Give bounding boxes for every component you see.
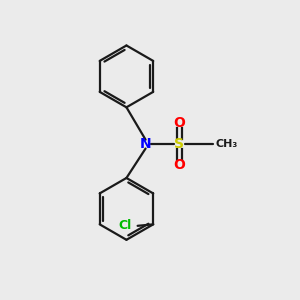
Text: N: N (140, 137, 152, 151)
Text: Cl: Cl (118, 219, 131, 232)
Text: O: O (173, 158, 185, 172)
Text: S: S (174, 137, 184, 151)
Text: CH₃: CH₃ (216, 139, 238, 149)
Text: O: O (173, 116, 185, 130)
